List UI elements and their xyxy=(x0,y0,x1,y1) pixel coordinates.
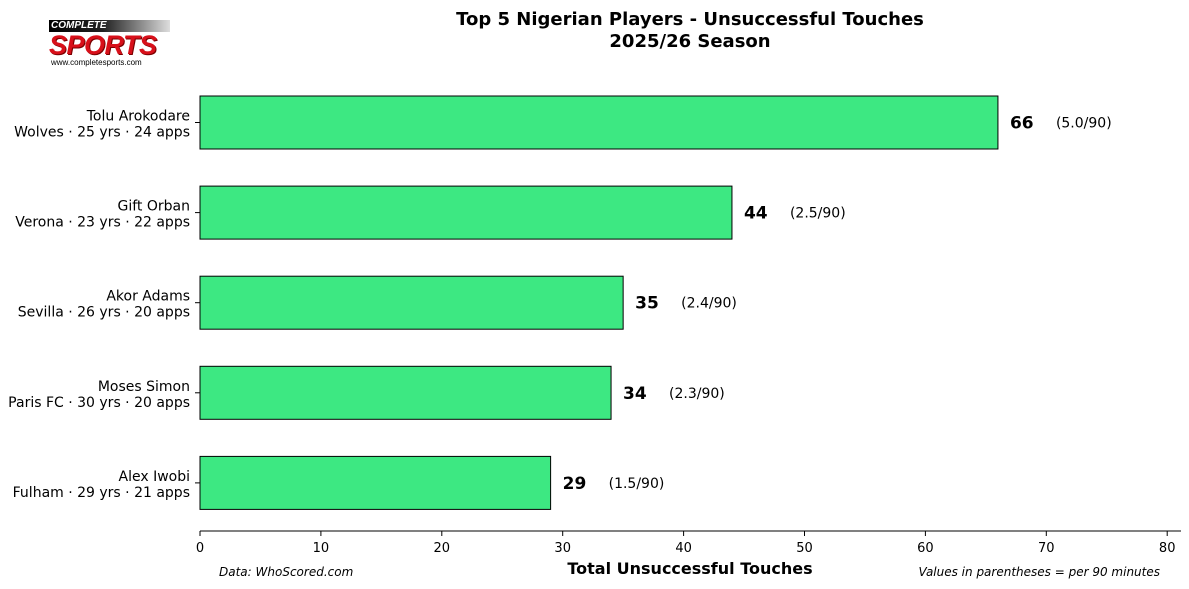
value-label: 34 xyxy=(623,384,647,404)
y-tick-label-name: Akor Adams xyxy=(106,289,190,305)
chart-title-line1: Top 5 Nigerian Players - Unsuccessful To… xyxy=(456,9,924,30)
y-tick-label-details: Wolves · 25 yrs · 24 apps xyxy=(14,125,190,141)
y-tick-label-details: Verona · 23 yrs · 22 apps xyxy=(15,215,190,231)
x-tick-label: 60 xyxy=(917,541,934,556)
y-tick-label-name: Moses Simon xyxy=(98,379,190,395)
per90-label: (5.0/90) xyxy=(1056,116,1112,132)
value-label: 66 xyxy=(1010,114,1034,134)
chart-title-line2: 2025/26 Season xyxy=(609,31,770,52)
per90-label: (2.4/90) xyxy=(681,296,737,312)
x-tick-label: 80 xyxy=(1159,541,1176,556)
per90-note: Values in parentheses = per 90 minutes xyxy=(919,565,1161,579)
value-label: 35 xyxy=(635,294,659,314)
x-tick-label: 30 xyxy=(554,541,571,556)
complete-sports-logo: COMPLETE SPORTS www.completesports.com xyxy=(49,20,170,67)
source-note: Data: WhoScored.com xyxy=(219,565,353,579)
bar xyxy=(199,365,612,420)
y-tick-label-details: Sevilla · 26 yrs · 20 apps xyxy=(18,305,190,321)
value-label: 44 xyxy=(744,204,768,224)
x-tick-label: 70 xyxy=(1038,541,1055,556)
per90-label: (2.5/90) xyxy=(790,206,846,222)
x-tick-label: 10 xyxy=(313,541,330,556)
x-tick-label: 0 xyxy=(196,541,204,556)
per90-label: (2.3/90) xyxy=(669,386,725,402)
y-tick-label-details: Fulham · 29 yrs · 21 apps xyxy=(13,485,190,501)
x-tick-label: 50 xyxy=(796,541,813,556)
x-tick-label: 40 xyxy=(675,541,692,556)
logo-main-text: SPORTS xyxy=(49,30,157,60)
y-tick-label-name: Gift Orban xyxy=(118,199,190,215)
value-label: 29 xyxy=(563,474,587,494)
bar xyxy=(199,185,733,240)
bar xyxy=(199,95,999,150)
x-tick-label: 20 xyxy=(434,541,451,556)
bar xyxy=(199,275,624,330)
logo-url-text: www.completesports.com xyxy=(51,58,142,67)
logo-top-text: COMPLETE xyxy=(49,20,170,32)
bar xyxy=(199,455,552,510)
x-axis-ticks: 0 10 20 30 40 50 60 70 80 xyxy=(196,531,1176,556)
y-tick-label-name: Alex Iwobi xyxy=(119,469,191,485)
x-axis-label: Total Unsuccessful Touches xyxy=(567,559,812,578)
y-tick-label-details: Paris FC · 30 yrs · 20 apps xyxy=(8,395,190,411)
y-tick-label-name: Tolu Arokodare xyxy=(86,109,190,125)
per90-label: (1.5/90) xyxy=(609,476,665,492)
